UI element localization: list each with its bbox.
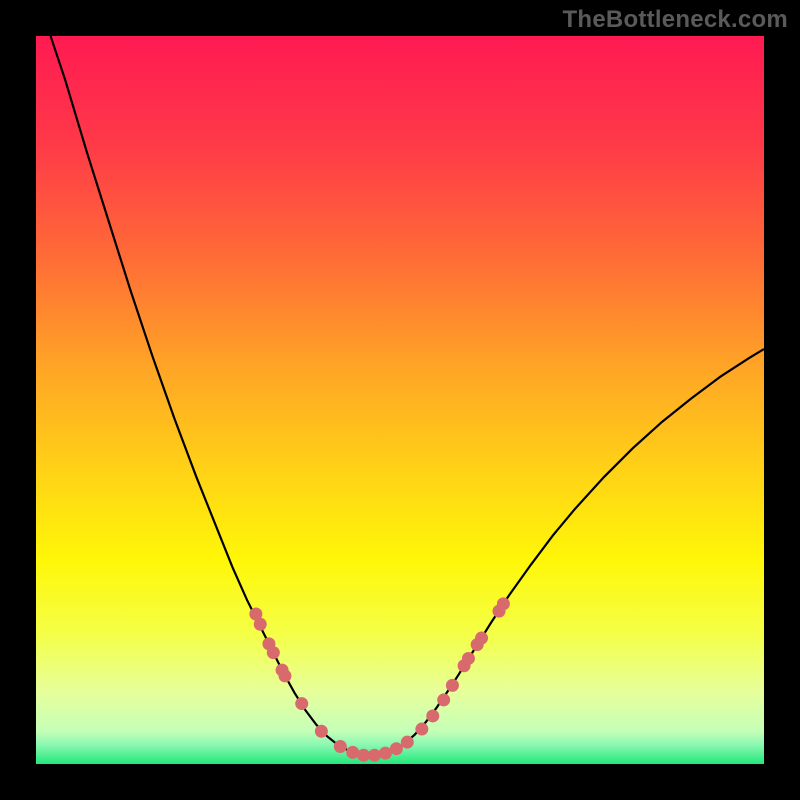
curve-marker bbox=[267, 646, 280, 659]
curve-marker bbox=[401, 736, 414, 749]
curve-marker bbox=[497, 597, 510, 610]
curve-marker bbox=[437, 693, 450, 706]
curve-markers bbox=[249, 597, 510, 761]
curve-marker bbox=[475, 632, 488, 645]
curve-marker bbox=[315, 725, 328, 738]
curve-marker bbox=[254, 618, 267, 631]
curve-marker bbox=[426, 709, 439, 722]
curve-marker bbox=[295, 697, 308, 710]
watermark-text: TheBottleneck.com bbox=[563, 6, 788, 34]
bottleneck-curve bbox=[51, 36, 764, 756]
curve-marker bbox=[415, 723, 428, 736]
curve-marker bbox=[368, 749, 381, 762]
curve-marker bbox=[334, 740, 347, 753]
chart-frame: TheBottleneck.com bbox=[0, 0, 800, 800]
chart-overlay bbox=[36, 36, 764, 764]
curve-marker bbox=[390, 742, 403, 755]
plot-area bbox=[36, 36, 764, 764]
curve-marker bbox=[462, 652, 475, 665]
curve-marker bbox=[346, 746, 359, 759]
curve-marker bbox=[446, 679, 459, 692]
curve-marker bbox=[278, 669, 291, 682]
